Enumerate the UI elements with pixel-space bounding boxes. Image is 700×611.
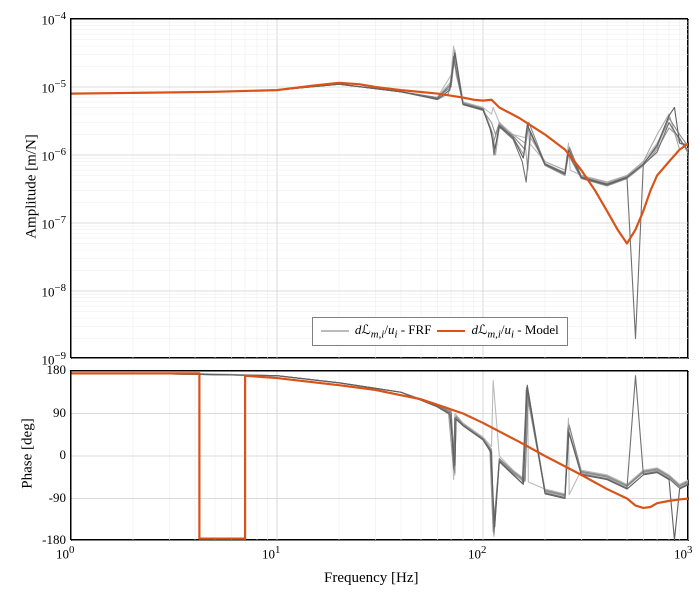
xtick: 103 xyxy=(674,544,692,562)
ytick-amp: 10−5 xyxy=(41,78,66,96)
ylabel-amplitude: Amplitude [m/N] xyxy=(24,127,41,247)
legend: dℒm,i/ui - FRF dℒm,i/ui - Model xyxy=(312,317,568,346)
amplitude-plot xyxy=(71,19,689,359)
xtick: 102 xyxy=(468,544,486,562)
xtick: 101 xyxy=(262,544,280,562)
amplitude-panel xyxy=(70,18,688,358)
legend-swatch xyxy=(437,330,465,332)
ylabel-phase: Phase [deg] xyxy=(20,404,37,504)
ytick-phase: -90 xyxy=(49,490,66,506)
ytick-amp: 10−6 xyxy=(41,146,66,164)
xtick: 100 xyxy=(56,544,74,562)
legend-label: dℒm,i/ui - Model xyxy=(471,322,558,341)
legend-swatch xyxy=(321,330,349,332)
ytick-amp: 10−7 xyxy=(41,214,66,232)
phase-plot xyxy=(71,371,689,541)
ytick-phase: 0 xyxy=(60,447,67,463)
phase-panel xyxy=(70,370,688,540)
ytick-phase: 90 xyxy=(53,405,66,421)
legend-label: dℒm,i/ui - FRF xyxy=(355,322,432,341)
xlabel: Frequency [Hz] xyxy=(324,570,419,587)
ytick-amp: 10−8 xyxy=(41,282,66,300)
ytick-phase: 180 xyxy=(47,362,67,378)
ytick-amp: 10−4 xyxy=(41,10,66,28)
